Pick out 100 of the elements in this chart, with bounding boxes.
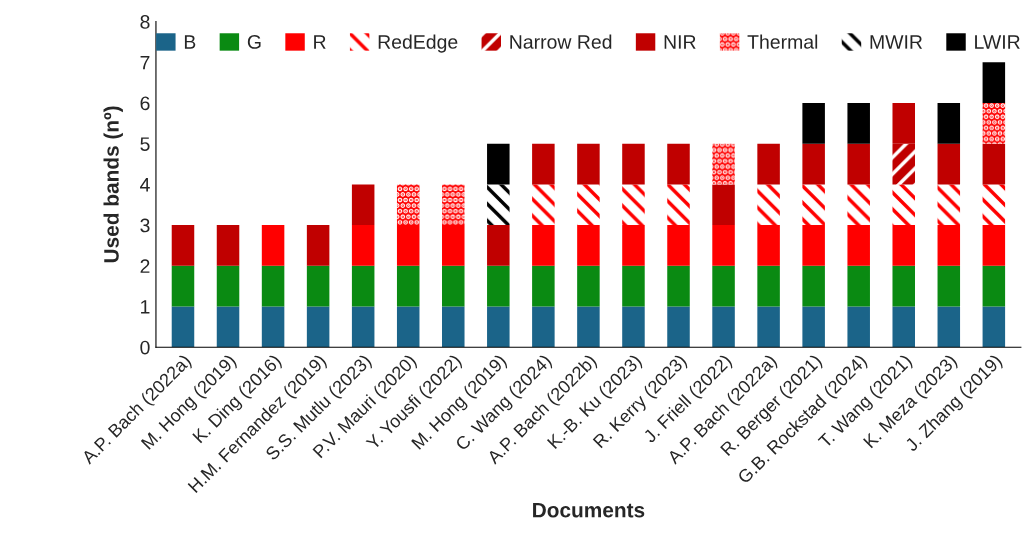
bar bbox=[757, 143, 780, 185]
bar bbox=[306, 306, 330, 348]
bar bbox=[622, 184, 645, 226]
bar bbox=[396, 184, 420, 226]
bar bbox=[802, 306, 825, 348]
bar bbox=[847, 184, 870, 226]
bar bbox=[937, 184, 961, 226]
bar bbox=[351, 184, 375, 226]
bar bbox=[216, 265, 240, 307]
bar bbox=[667, 306, 690, 348]
bar bbox=[396, 225, 420, 266]
bar bbox=[351, 306, 375, 348]
bar bbox=[487, 306, 510, 348]
y-tick-label: 7 bbox=[140, 55, 150, 70]
bar bbox=[937, 143, 961, 185]
bar bbox=[306, 225, 330, 266]
legend-label: NIR bbox=[664, 35, 696, 49]
bar bbox=[937, 265, 961, 307]
bar bbox=[487, 225, 510, 266]
y-tick-label: 3 bbox=[140, 218, 150, 233]
bar bbox=[622, 225, 645, 266]
bar bbox=[532, 225, 555, 266]
y-tick-label: 6 bbox=[140, 96, 150, 111]
legend-label: Thermal bbox=[747, 34, 818, 49]
bar bbox=[577, 184, 600, 226]
bar bbox=[982, 306, 1006, 348]
y-tick-label: 1 bbox=[141, 300, 150, 314]
bar bbox=[171, 225, 195, 266]
bar bbox=[532, 265, 555, 307]
bar bbox=[982, 143, 1006, 185]
legend-label: R bbox=[314, 35, 326, 49]
legend-label: Narrow Red bbox=[510, 34, 612, 49]
y-tick-label: 2 bbox=[140, 259, 150, 273]
bar bbox=[261, 225, 285, 266]
bar bbox=[306, 265, 330, 307]
bar bbox=[667, 225, 690, 266]
legend-label: RedEdge bbox=[378, 34, 458, 53]
bar bbox=[577, 306, 600, 348]
bar bbox=[802, 184, 825, 226]
bar bbox=[892, 265, 916, 307]
bar bbox=[487, 265, 510, 307]
legend-label: LWIR bbox=[975, 35, 1020, 49]
bar bbox=[712, 306, 735, 348]
bar bbox=[802, 225, 825, 266]
bar bbox=[847, 306, 870, 348]
bar bbox=[442, 225, 465, 266]
bar bbox=[982, 265, 1006, 307]
bar bbox=[802, 143, 825, 185]
bar bbox=[982, 103, 1006, 144]
bar bbox=[667, 265, 690, 307]
bar bbox=[847, 143, 870, 185]
bar bbox=[712, 265, 735, 307]
bar bbox=[442, 265, 465, 307]
bar bbox=[532, 143, 555, 185]
bar bbox=[577, 143, 600, 185]
bar bbox=[712, 184, 735, 226]
legend-label: B bbox=[184, 35, 196, 49]
bar bbox=[577, 265, 600, 307]
bar bbox=[712, 225, 735, 266]
bar bbox=[892, 306, 916, 348]
bar bbox=[757, 225, 780, 266]
bar bbox=[802, 265, 825, 307]
bar bbox=[802, 103, 825, 144]
y-tick-label: 4 bbox=[140, 178, 150, 192]
bar bbox=[937, 225, 961, 266]
legend-label: G bbox=[247, 35, 261, 49]
bar bbox=[442, 306, 465, 348]
bar bbox=[667, 143, 690, 185]
bar bbox=[351, 225, 375, 266]
bar bbox=[892, 143, 916, 185]
bar bbox=[757, 184, 780, 226]
bar bbox=[667, 184, 690, 226]
bar bbox=[757, 265, 780, 307]
bar bbox=[892, 184, 916, 226]
bar bbox=[982, 62, 1006, 104]
legend-label: MWIR bbox=[870, 35, 923, 49]
bar bbox=[622, 306, 645, 348]
bar bbox=[216, 306, 240, 348]
bar bbox=[937, 103, 961, 144]
bar bbox=[351, 265, 375, 307]
bar bbox=[622, 143, 645, 185]
bar bbox=[712, 143, 735, 185]
bar bbox=[261, 306, 285, 348]
y-tick-label: 8 bbox=[140, 15, 150, 29]
bar bbox=[487, 143, 510, 185]
bar bbox=[171, 265, 195, 307]
bar bbox=[171, 306, 195, 348]
y-tick-label: 0 bbox=[140, 340, 150, 355]
bar bbox=[577, 225, 600, 266]
bar bbox=[892, 225, 916, 266]
x-axis-title: Documents bbox=[533, 502, 645, 518]
bar bbox=[261, 265, 285, 307]
bar bbox=[892, 103, 916, 144]
bar bbox=[982, 225, 1006, 266]
y-tick-label: 5 bbox=[140, 137, 150, 151]
bar bbox=[396, 265, 420, 307]
bar bbox=[847, 225, 870, 266]
bar bbox=[532, 306, 555, 348]
bar bbox=[757, 306, 780, 348]
bar bbox=[937, 306, 961, 348]
